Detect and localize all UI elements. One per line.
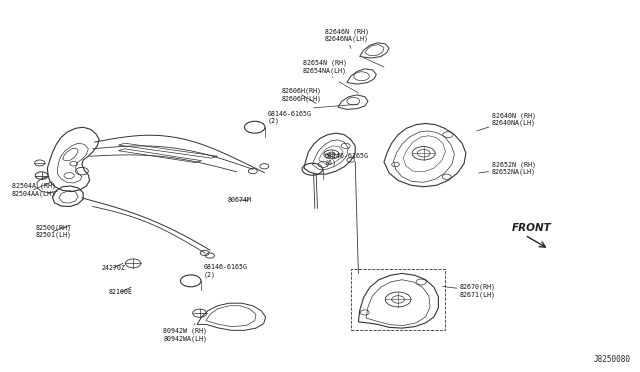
Text: 82640N (RH)
82640NA(LH): 82640N (RH) 82640NA(LH) [477,112,536,131]
Text: 82670(RH)
82671(LH): 82670(RH) 82671(LH) [443,284,495,298]
Text: 82504A (RH)
82504AA(LH): 82504A (RH) 82504AA(LH) [12,182,56,197]
Text: 08146-6165G
(2): 08146-6165G (2) [268,111,312,124]
Text: FRONT: FRONT [512,223,552,232]
Text: 80942W (RH)
80942WA(LH): 80942W (RH) 80942WA(LH) [163,324,207,342]
Text: 80674M: 80674M [227,197,251,203]
Text: 82654N (RH)
82654NA(LH): 82654N (RH) 82654NA(LH) [303,60,347,77]
Bar [351,269,445,330]
Text: 82652N (RH)
82652NA(LH): 82652N (RH) 82652NA(LH) [479,161,536,175]
Text: 24270Z: 24270Z [101,263,125,271]
Text: 08146-6165G
(2): 08146-6165G (2) [204,264,248,278]
Text: 82100E: 82100E [109,287,133,295]
Text: 82500(RH)
82501(LH): 82500(RH) 82501(LH) [35,224,71,238]
Text: J8250080: J8250080 [593,355,630,364]
Text: 08146-6165G
(6): 08146-6165G (6) [325,153,369,166]
Text: 82606H(RH)
82606H(LH): 82606H(RH) 82606H(LH) [282,88,322,103]
Text: 82646N (RH)
82646NA(LH): 82646N (RH) 82646NA(LH) [325,28,369,48]
